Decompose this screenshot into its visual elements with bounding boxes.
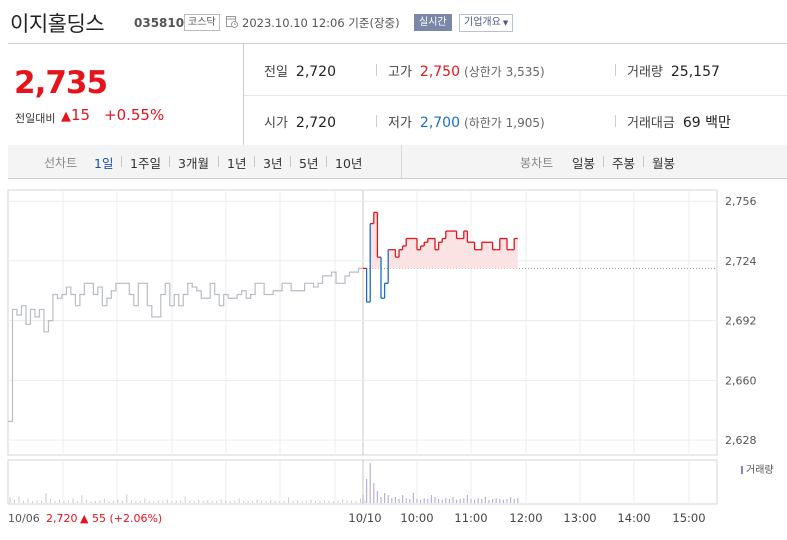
low-value: 2,700 (419, 115, 461, 131)
lower-limit: (하한가 1,905) (464, 116, 545, 130)
y-tick-label: 2,724 (725, 255, 757, 268)
tab-divider (254, 156, 255, 167)
prev-day-change: ▲ 55 (+2.06%) (80, 512, 162, 525)
prev-day-line (8, 267, 363, 423)
y-tick-label: 2,628 (725, 434, 757, 447)
prev-close-value: 2,720 (295, 64, 337, 80)
quote-row-2: 시가 2,720 저가 2,700 (하한가 1,905) 거래대금 69 백만 (244, 95, 787, 146)
company-overview-button[interactable]: 기업개요 ▼ (459, 14, 514, 32)
realtime-button[interactable]: 실시간 (414, 14, 452, 31)
tab-divider (603, 156, 604, 167)
tab-divider (326, 156, 327, 167)
tab-divider (169, 156, 170, 167)
tab-3m[interactable]: 3개월 (178, 156, 209, 171)
tab-10y[interactable]: 10년 (335, 156, 363, 171)
stock-name: 이지홀딩스 (10, 12, 105, 36)
volume-legend: 거래량 (746, 464, 774, 476)
stock-code: 035810 (134, 16, 185, 30)
tab-daily-candle[interactable]: 일봉 (572, 156, 596, 171)
x-tick-label: 14:00 (617, 511, 650, 525)
up-triangle-icon: ▲ (61, 109, 71, 124)
open-label: 시가 (264, 116, 288, 131)
price-box: 2,735 전일대비 ▲15 +0.55% (8, 44, 244, 146)
change-amount: 15 (71, 106, 91, 124)
change-value: ▲15 (61, 106, 90, 124)
high-label: 고가 (388, 65, 412, 80)
divider (376, 64, 377, 76)
company-overview-label: 기업개요 (464, 17, 501, 28)
tab-3y[interactable]: 3년 (263, 156, 283, 171)
change-label: 전일대비 (15, 112, 56, 125)
volume-value: 25,157 (670, 64, 720, 80)
prev-close: 전일 2,720 (264, 61, 336, 80)
volume: 거래량 25,157 (627, 61, 720, 80)
tab-divider (290, 156, 291, 167)
price-series (8, 211, 518, 423)
stock-header: 이지홀딩스 035810 코스닥 2023.10.10 12:06 기준(장중)… (0, 0, 787, 42)
x-axis: 10/06 2,720 ▲ 55 (+2.06%) 10/10 10:00 11:00 12… (8, 511, 706, 525)
x-tick-label: 10/10 (348, 511, 381, 525)
price-chart[interactable]: 2,756 2,724 2,692 2,660 2,628 10/06 2,720 ▲ 55… (0, 180, 787, 540)
low-price: 저가 2,700 (하한가 1,905) (388, 112, 545, 131)
tab-5y[interactable]: 5년 (299, 156, 319, 171)
candle-chart-label: 봉차트 (520, 156, 554, 170)
y-tick-label: 2,756 (725, 195, 757, 208)
y-tick-label: 2,692 (725, 315, 757, 328)
tab-monthly-candle[interactable]: 월봉 (652, 156, 676, 171)
trade-amount: 거래대금 69 백만 (627, 112, 731, 132)
tab-group-divider (401, 145, 402, 178)
x-tick-label: 10:00 (400, 511, 433, 525)
amount-value: 69 백만 (682, 115, 731, 131)
prev-day-close: 2,720 (46, 512, 78, 525)
open-price: 시가 2,720 (264, 112, 336, 131)
tab-divider (643, 156, 644, 167)
x-tick-label: 15:00 (672, 511, 705, 525)
y-axis: 2,756 2,724 2,692 2,660 2,628 (725, 195, 757, 447)
x-tick-label: 13:00 (563, 511, 596, 525)
y-tick-label: 2,660 (725, 374, 757, 387)
tab-1d[interactable]: 1일 (94, 156, 114, 171)
clock-icon (226, 16, 238, 28)
volume-bars (9, 463, 519, 503)
volume-label: 거래량 (627, 65, 663, 80)
tab-weekly-candle[interactable]: 주봉 (612, 156, 636, 171)
tab-1y[interactable]: 1년 (227, 156, 247, 171)
amount-label: 거래대금 (627, 116, 675, 131)
quote-row-1: 전일 2,720 고가 2,750 (상한가 3,535) 거래량 25,157 (244, 44, 787, 96)
volume-legend-icon (741, 466, 743, 474)
high-price: 고가 2,750 (상한가 3,535) (388, 61, 545, 80)
quote-panel: 2,735 전일대비 ▲15 +0.55% 전일 2,720 고가 2,750 (상한… (8, 43, 787, 147)
low-label: 저가 (388, 116, 412, 131)
x-tick-label: 12:00 (509, 511, 542, 525)
divider (615, 115, 616, 127)
open-value: 2,720 (295, 115, 337, 131)
divider (376, 115, 377, 127)
caret-down-icon: ▼ (502, 19, 509, 27)
today-up-fill (363, 212, 518, 269)
prev-close-label: 전일 (264, 65, 288, 80)
x-tick-label: 11:00 (454, 511, 487, 525)
tab-divider (121, 156, 122, 167)
tab-divider (218, 156, 219, 167)
upper-limit: (상한가 3,535) (464, 65, 545, 79)
chart-tab-bar: 선차트 1일 1주일 3개월 1년 3년 5년 10년 봉차트 일봉 주봉 월봉 (8, 145, 787, 179)
divider (615, 64, 616, 76)
chart-grid (8, 190, 717, 504)
line-chart-label: 선차트 (44, 156, 78, 170)
high-value: 2,750 (419, 64, 461, 80)
timestamp: 2023.10.10 12:06 기준(장중) (242, 16, 400, 30)
current-price: 2,735 (14, 65, 108, 101)
market-badge: 코스닥 (184, 14, 220, 31)
tab-1w[interactable]: 1주일 (130, 156, 161, 171)
change-rate: +0.55% (104, 106, 165, 124)
prev-day-date: 10/06 (8, 512, 40, 525)
